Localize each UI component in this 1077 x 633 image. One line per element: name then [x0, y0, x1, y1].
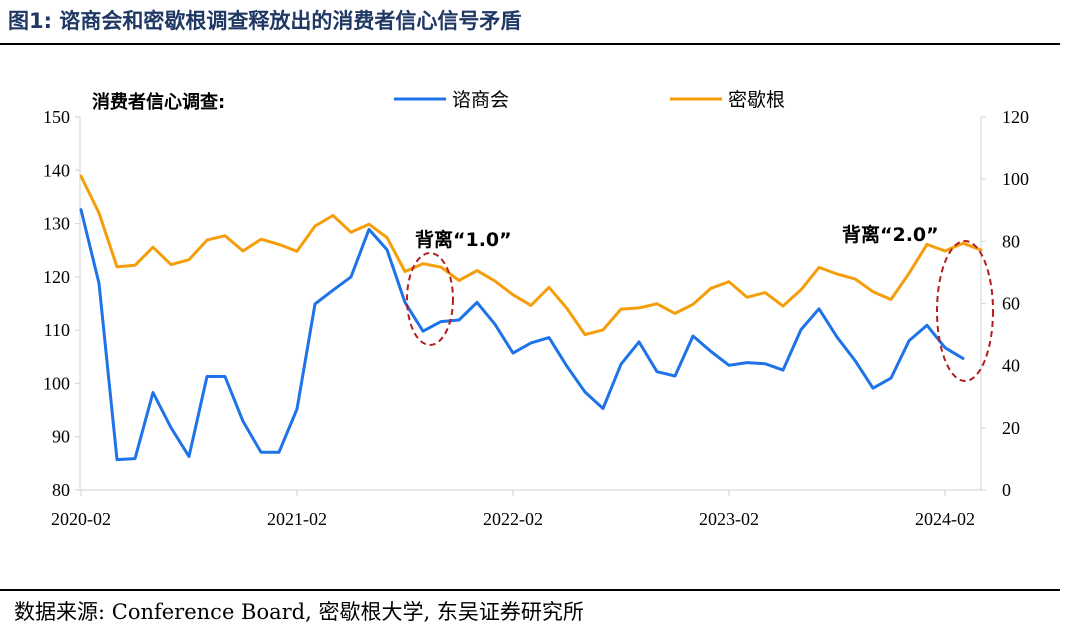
series-line-cb	[79, 208, 965, 462]
left-tick-label: 140	[43, 160, 70, 180]
annotation-2-label: 背离“2.0”	[842, 223, 939, 246]
top-rule	[0, 43, 1060, 45]
x-axis: 2020-02 2021-02 2022-02 2023-02 2024-02	[51, 489, 981, 529]
right-tick-label: 40	[1002, 356, 1020, 376]
left-tick-label: 110	[44, 320, 70, 340]
right-tick-label: 20	[1002, 418, 1020, 438]
right-tick-label: 80	[1002, 231, 1020, 251]
x-tick-label: 2024-02	[915, 509, 975, 529]
right-axis: 0 20 40 60 80 100 120	[980, 107, 1029, 500]
annotation-2-ellipse	[936, 240, 994, 382]
legend-label-cb: 谘商会	[452, 89, 509, 111]
left-axis: 80 90 100 110 120 130 140 150	[43, 107, 81, 500]
annotation-1-label: 背离“1.0”	[415, 228, 512, 251]
left-tick-label: 80	[52, 480, 70, 500]
series-line-mich	[79, 174, 983, 337]
left-tick-label: 130	[43, 214, 70, 234]
right-tick-label: 120	[1002, 107, 1029, 127]
left-tick-label: 100	[43, 373, 70, 393]
figure-title: 图1: 谘商会和密歇根调查释放出的消费者信心信号矛盾	[8, 9, 522, 33]
right-tick-label: 0	[1002, 480, 1011, 500]
legend: 谘商会 密歇根	[394, 89, 785, 111]
annotation-2: 背离“2.0”	[842, 223, 994, 382]
x-tick-label: 2023-02	[699, 509, 759, 529]
left-tick-label: 90	[52, 427, 70, 447]
series-layer	[79, 174, 983, 462]
bottom-rule	[0, 589, 1060, 591]
right-tick-label: 60	[1002, 294, 1020, 314]
annotation-1-ellipse	[406, 252, 454, 346]
right-tick-label: 100	[1002, 169, 1029, 189]
source-note: 数据来源: Conference Board, 密歇根大学, 东吴证券研究所	[14, 600, 584, 624]
x-tick-label: 2020-02	[51, 509, 111, 529]
chart-subtitle: 消费者信心调查:	[92, 91, 225, 113]
x-tick-label: 2022-02	[483, 509, 543, 529]
legend-label-mich: 密歇根	[728, 89, 785, 111]
x-tick-label: 2021-02	[267, 509, 327, 529]
left-tick-label: 150	[43, 107, 70, 127]
left-tick-label: 120	[43, 267, 70, 287]
annotation-1: 背离“1.0”	[406, 228, 512, 346]
